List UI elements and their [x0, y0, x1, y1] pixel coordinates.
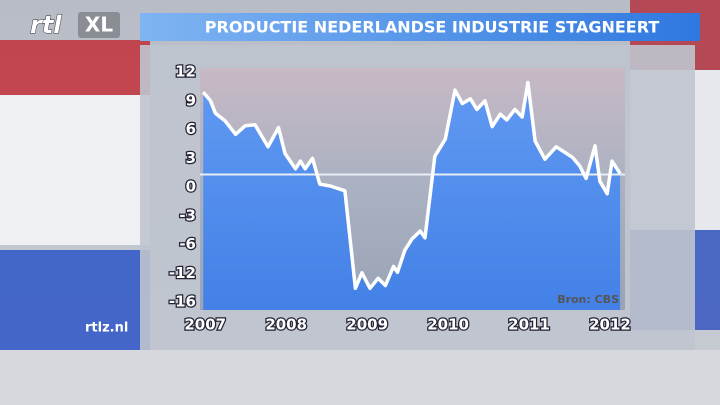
source-label: Bron: CBS	[557, 293, 619, 306]
y-tick-label: -3	[179, 206, 196, 224]
x-tick-label: 2008	[265, 316, 307, 334]
flag-red-left	[0, 40, 150, 95]
x-tick-label: 2009	[346, 316, 388, 334]
x-tick-label: 2012	[589, 316, 631, 334]
area	[203, 82, 621, 310]
chart-title: PRODUCTIE NEDERLANDSE INDUSTRIE STAGNEER…	[205, 18, 660, 37]
y-tick-label: 6	[186, 120, 196, 138]
y-tick-label: -16	[169, 293, 196, 311]
title-banner	[140, 13, 700, 41]
flag-white-left	[0, 95, 150, 245]
x-tick-label: 2007	[184, 316, 226, 334]
y-tick-label: 3	[186, 149, 196, 167]
footer-band	[0, 350, 720, 405]
x-tick-label: 2011	[508, 316, 550, 334]
plot: 12 9 6 3 0 -3 -6 -12 -16 2007 2008 2009 2010 2011 2012…	[168, 61, 632, 335]
logo-rtl: rtl	[30, 11, 62, 39]
flag-blue-left	[0, 250, 150, 350]
y-tick-label: -12	[169, 264, 196, 282]
logo-xl: XL	[85, 13, 113, 37]
logo-box	[78, 12, 120, 38]
y-tick-label: -6	[179, 235, 196, 253]
y-tick-label: 12	[175, 63, 196, 81]
site-label: rtlz.nl	[85, 321, 128, 336]
line	[201, 80, 622, 291]
x-tick-label: 2010	[427, 316, 469, 334]
y-tick-label: 9	[186, 91, 196, 109]
y-tick-label: 0	[186, 178, 196, 196]
